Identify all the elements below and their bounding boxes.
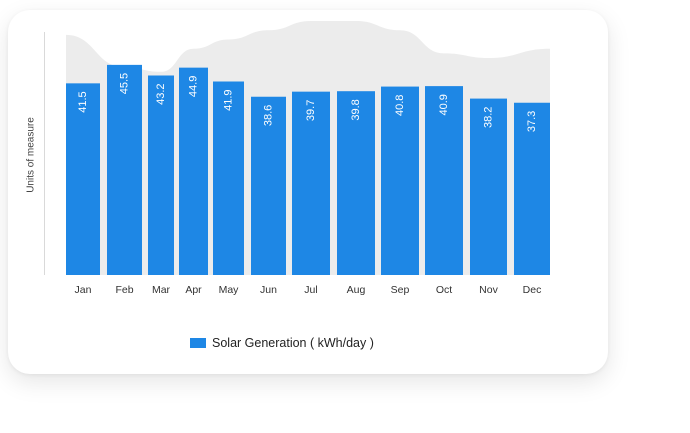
x-tick-label-sep: Sep [391, 284, 410, 296]
legend[interactable]: Solar Generation ( kWh/day ) [190, 336, 374, 350]
bar-jul[interactable] [292, 91, 330, 276]
bar-dec[interactable] [514, 102, 550, 275]
x-tick-label-jun: Jun [260, 284, 277, 296]
bar-value-label-apr: 44.9 [187, 76, 199, 97]
bar-value-label-may: 41.9 [222, 89, 234, 110]
bar-value-label-dec: 37.3 [526, 111, 538, 132]
bar-sep[interactable] [381, 86, 419, 275]
bar-jun[interactable] [251, 96, 286, 275]
bar-value-label-oct: 40.9 [438, 94, 450, 115]
x-tick-label-jul: Jul [304, 284, 317, 296]
bar-oct[interactable] [425, 86, 463, 275]
x-tick-labels: Jan Feb Mar Apr May Jun Jul Aug Sep Oct Nov Dec [75, 284, 542, 296]
bar-value-label-jun: 38.6 [262, 105, 274, 126]
bar-nov[interactable] [470, 98, 507, 276]
bar-value-label-aug: 39.8 [350, 99, 362, 120]
x-tick-label-dec: Dec [523, 284, 542, 296]
bar-apr[interactable] [179, 67, 208, 275]
legend-label: Solar Generation ( kWh/day ) [212, 336, 374, 350]
x-tick-label-nov: Nov [479, 284, 498, 296]
x-tick-label-jan: Jan [75, 284, 92, 296]
x-tick-label-aug: Aug [347, 284, 366, 296]
x-tick-label-apr: Apr [185, 284, 202, 296]
bar-may[interactable] [213, 81, 244, 275]
bar-value-label-feb: 45.5 [118, 73, 130, 94]
bar-value-label-nov: 38.2 [482, 107, 494, 128]
bars-group: 41.5 45.5 43.2 44.9 41.9 38.6 39.7 39.8 40.8 40.9… [66, 64, 550, 276]
bar-jan[interactable] [66, 83, 100, 275]
bar-feb[interactable] [107, 64, 142, 275]
x-tick-label-mar: Mar [152, 284, 171, 296]
legend-swatch [190, 338, 206, 348]
bar-value-label-jan: 41.5 [77, 91, 89, 112]
bar-value-label-mar: 43.2 [155, 83, 167, 104]
bar-aug[interactable] [337, 91, 375, 275]
bar-value-label-jul: 39.7 [305, 100, 317, 121]
x-tick-label-may: May [219, 284, 240, 296]
bar-mar[interactable] [148, 75, 174, 276]
bar-value-label-sep: 40.8 [394, 95, 406, 116]
x-tick-label-feb: Feb [115, 284, 133, 296]
x-tick-label-oct: Oct [436, 284, 452, 296]
